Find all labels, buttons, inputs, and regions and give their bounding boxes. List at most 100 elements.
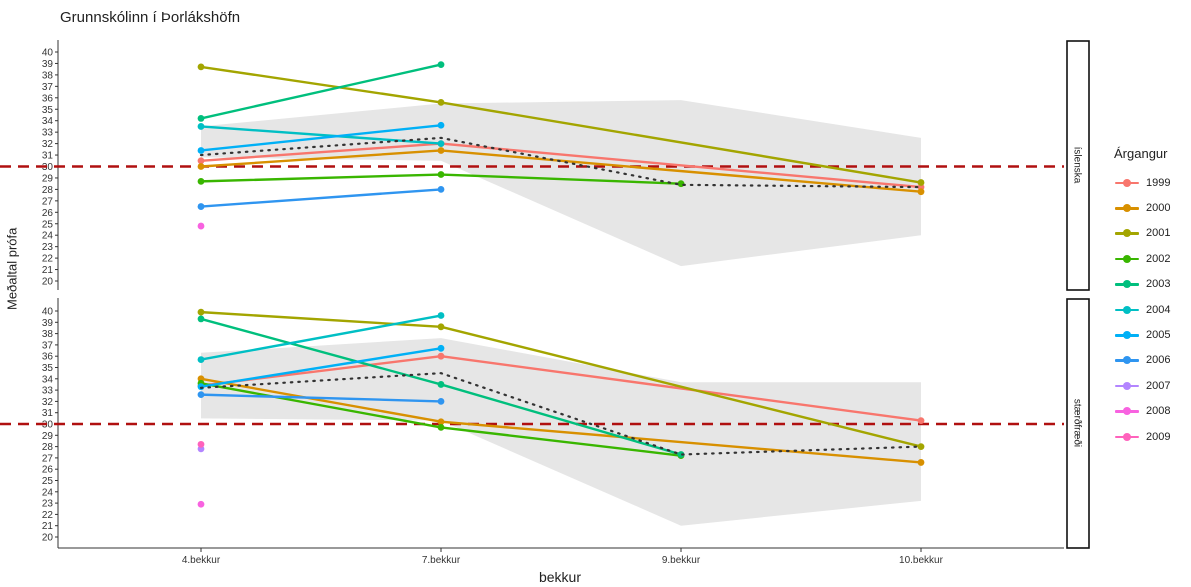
legend-key	[1114, 405, 1140, 417]
y-tick-label: 23	[42, 499, 54, 510]
legend-item-2000: 2000	[1114, 195, 1170, 220]
y-tick-label: 22	[42, 254, 54, 265]
legend-label: 2005	[1146, 329, 1171, 342]
data-point-2006	[197, 203, 205, 210]
legend-label: 2000	[1146, 202, 1171, 215]
data-point-2003	[677, 451, 685, 458]
y-tick-label: 33	[42, 128, 54, 139]
legend-key	[1114, 304, 1140, 316]
y-tick-label: 22	[42, 510, 54, 521]
y-tick-label: 30	[42, 420, 54, 431]
data-point-2006	[197, 391, 205, 399]
series-line-2006	[200, 393, 442, 403]
legend-key	[1114, 354, 1140, 366]
y-tick-label: 34	[42, 116, 54, 127]
data-point-2001	[917, 179, 925, 186]
legend-item-2008: 2008	[1114, 399, 1170, 424]
legend-item-2006: 2006	[1114, 348, 1170, 373]
data-point-2000	[917, 188, 925, 196]
y-tick-label: 29	[42, 431, 54, 442]
y-tick-label: 31	[42, 151, 54, 162]
legend-item-2001: 2001	[1114, 221, 1170, 246]
y-tick-label: 40	[42, 48, 54, 59]
y-tick-label: 21	[42, 521, 54, 532]
y-tick-label: 28	[42, 442, 54, 453]
series-line-2004	[200, 125, 442, 145]
chart-title: Grunnskólinn í Þorlákshöfn	[60, 9, 241, 26]
mean-line	[199, 372, 923, 456]
x-tick-label: 7.bekkur	[422, 555, 461, 566]
legend-label: 2004	[1146, 303, 1171, 316]
facet-strip-label: íslenska	[1072, 147, 1083, 184]
legend-label: 1999	[1146, 176, 1171, 189]
data-point-2000	[197, 163, 205, 170]
y-tick-label: 27	[42, 453, 54, 464]
y-tick-label: 29	[42, 173, 54, 184]
y-tick-label: 33	[42, 386, 54, 397]
data-point-2009	[197, 440, 205, 448]
data-point-2004	[437, 140, 445, 148]
legend-item-2003: 2003	[1114, 272, 1170, 297]
data-point-2001	[197, 308, 205, 316]
y-tick-label: 32	[42, 397, 54, 408]
legend-item-2009: 2009	[1114, 424, 1170, 449]
data-point-2000	[917, 459, 925, 466]
data-point-2002	[677, 180, 685, 188]
data-point-2000	[437, 147, 445, 154]
legend-key	[1114, 202, 1140, 214]
data-point-2006	[437, 186, 445, 193]
legend-label: 2003	[1146, 278, 1171, 291]
y-tick-label: 26	[42, 208, 54, 219]
y-tick-label: 28	[42, 185, 54, 196]
legend-label: 2007	[1146, 379, 1171, 392]
series-line-2006	[200, 188, 442, 208]
legend-item-1999: 1999	[1114, 170, 1170, 195]
legend-label: 2008	[1146, 405, 1171, 418]
y-tick-label: 21	[42, 265, 54, 276]
data-point-2001	[197, 63, 205, 71]
data-point-2001	[917, 443, 925, 450]
series-line-2003	[200, 63, 442, 120]
y-tick-label: 20	[42, 277, 54, 288]
y-tick-label: 37	[42, 82, 54, 93]
y-tick-label: 20	[42, 533, 54, 544]
mean-line	[199, 136, 923, 189]
data-point-2008	[197, 222, 205, 230]
y-tick-label: 25	[42, 476, 54, 487]
legend-item-2007: 2007	[1114, 373, 1170, 398]
y-tick-label: 40	[42, 307, 54, 318]
data-point-1999	[197, 157, 205, 165]
y-tick-label: 36	[42, 93, 54, 104]
legend-key	[1114, 329, 1140, 341]
data-point-2005	[437, 344, 445, 352]
y-tick-label: 39	[42, 318, 54, 329]
y-tick-label: 32	[42, 139, 54, 150]
legend-label: 2001	[1146, 227, 1171, 240]
y-tick-label: 38	[42, 329, 54, 340]
x-tick-label: 10.bekkur	[899, 555, 944, 566]
x-tick-label: 4.bekkur	[182, 555, 221, 566]
legend-item-2005: 2005	[1114, 322, 1170, 347]
data-point-2002	[437, 171, 445, 178]
y-tick-label: 37	[42, 340, 54, 351]
data-point-2004	[437, 312, 445, 319]
y-tick-label: 31	[42, 408, 54, 419]
legend-key	[1114, 227, 1140, 239]
y-tick-label: 30	[42, 162, 54, 173]
y-tick-label: 26	[42, 465, 54, 476]
facet-strip	[1066, 40, 1090, 291]
y-tick-label: 38	[42, 70, 54, 81]
data-point-2003	[197, 115, 205, 122]
legend-label: 2006	[1146, 354, 1171, 367]
y-tick-label: 34	[42, 374, 54, 385]
data-point-2001	[437, 98, 445, 106]
y-tick-label: 27	[42, 196, 54, 207]
y-tick-label: 36	[42, 352, 54, 363]
y-tick-label: 39	[42, 59, 54, 70]
legend-key	[1114, 380, 1140, 392]
data-point-2002	[197, 177, 205, 185]
data-point-2003	[437, 61, 445, 68]
legend-key	[1114, 278, 1140, 290]
data-point-2005	[437, 121, 445, 129]
